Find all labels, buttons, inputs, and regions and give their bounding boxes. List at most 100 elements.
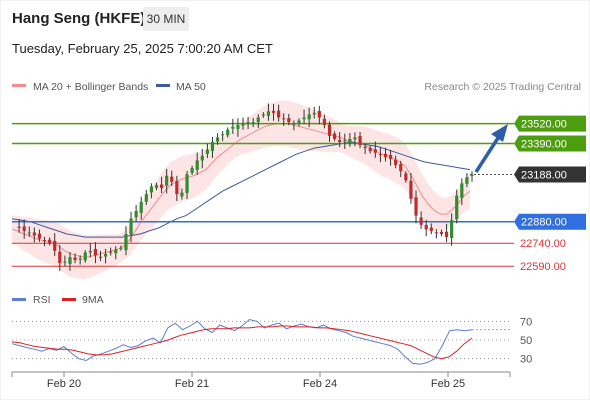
copyright: Research © 2025 Trading Central	[424, 81, 581, 93]
candle-body	[236, 125, 240, 129]
ma9-line	[11, 325, 473, 360]
candle-body	[414, 197, 418, 216]
candle-body	[419, 217, 423, 225]
candle-body	[399, 164, 403, 172]
candle-body	[119, 247, 123, 249]
candle-body	[251, 122, 255, 124]
level-label-resistance: 23520.00	[521, 119, 567, 131]
candle-body	[98, 256, 103, 258]
candle-body	[439, 232, 444, 234]
candle-body	[327, 124, 332, 136]
candle-body	[363, 146, 367, 149]
candle-body	[83, 252, 87, 261]
ma50-line	[11, 141, 471, 238]
candle-body	[175, 180, 179, 195]
price-pane: 23520.00 23390.00 23188.00 22880.00 22740.00…	[11, 100, 586, 280]
candle-body	[409, 180, 413, 199]
level-tag-resistance	[514, 135, 586, 152]
candle-body	[455, 195, 459, 220]
candle-body	[470, 174, 474, 176]
candle-body	[246, 122, 250, 124]
candle-body	[27, 232, 31, 234]
candle-body	[226, 129, 230, 136]
candle-body	[104, 253, 108, 257]
level-tag-pivot	[514, 213, 586, 230]
candle-body	[450, 220, 454, 238]
level-label-support: 22740.00	[520, 238, 566, 250]
candle-body	[205, 149, 209, 154]
candle-body	[383, 153, 388, 158]
candle-body	[378, 154, 382, 156]
candle-body	[307, 114, 311, 120]
candle-body	[114, 249, 118, 254]
candle-body	[348, 138, 352, 143]
candle-body	[266, 111, 271, 116]
candle-body	[241, 123, 245, 126]
candle-body	[302, 117, 306, 120]
candle-body	[78, 258, 82, 260]
candle-body	[48, 239, 52, 244]
timeframe-button[interactable]: 30 MIN	[143, 7, 189, 31]
candle-body	[261, 114, 265, 116]
candle-body	[343, 140, 347, 142]
candle-body	[358, 136, 362, 146]
candle-body	[159, 184, 164, 188]
candle-body	[256, 117, 260, 123]
candle-body	[42, 239, 47, 241]
candle-body	[333, 133, 337, 139]
timestamp: Tuesday, February 25, 2025 7:00:20 AM CE…	[12, 41, 273, 56]
candle-body	[210, 142, 215, 152]
ma50-legend-swatch	[156, 84, 170, 87]
ma9-legend-swatch	[62, 298, 76, 301]
level-label-pivot: 22880.00	[521, 217, 567, 229]
x-axis: Feb 20 Feb 21 Feb 24 Feb 25	[11, 372, 511, 390]
level-label-resistance: 23390.00	[521, 139, 567, 151]
x-tick-label: Feb 20	[47, 378, 81, 390]
candle-body	[22, 226, 26, 231]
candle-body	[190, 168, 194, 173]
candle-body	[129, 218, 133, 235]
candle-body	[373, 149, 377, 153]
instrument-title: Hang Seng (HKFE)	[12, 10, 146, 27]
candle-body	[144, 194, 148, 202]
candle-body	[63, 261, 67, 263]
candle-body	[32, 232, 36, 236]
chart-header: Hang Seng (HKFE) 30 MIN	[0, 0, 590, 38]
ma50-legend-label: MA 50	[176, 81, 206, 93]
candle-body	[109, 251, 113, 253]
forecast-arrow-shaft	[474, 137, 500, 173]
candle-body	[460, 183, 464, 198]
ma20-line	[11, 123, 471, 258]
x-tick-label: Feb 21	[175, 378, 209, 390]
candle-body	[17, 226, 21, 228]
candle-body	[368, 148, 372, 152]
x-tick-label: Feb 25	[431, 378, 465, 390]
candle-body	[221, 134, 225, 136]
candle-body	[287, 118, 291, 123]
candle-body	[149, 186, 153, 193]
candle-body	[200, 155, 204, 161]
candle-body	[317, 111, 321, 118]
candle-body	[88, 250, 92, 253]
candle-body	[338, 139, 342, 142]
candle-body	[429, 227, 433, 231]
candle-body	[277, 110, 281, 118]
candle-body	[444, 231, 449, 238]
bollinger-band	[12, 100, 470, 280]
rsi-tick-label: 30	[520, 354, 532, 366]
rsi-line	[11, 318, 473, 365]
candle-body	[292, 123, 296, 125]
candle-body	[297, 120, 301, 125]
candle-body	[180, 192, 184, 197]
rsi-tick-label: 70	[520, 316, 532, 328]
level-label-support: 22590.00	[520, 261, 566, 273]
rsi-pane: 70 50 30	[11, 316, 532, 366]
candle-body	[353, 137, 357, 140]
candle-body	[170, 176, 174, 182]
candle-body	[424, 224, 428, 230]
candle-body	[394, 159, 398, 165]
level-tag-last	[514, 166, 586, 183]
candle-body	[282, 118, 286, 120]
candle-body	[134, 211, 138, 218]
